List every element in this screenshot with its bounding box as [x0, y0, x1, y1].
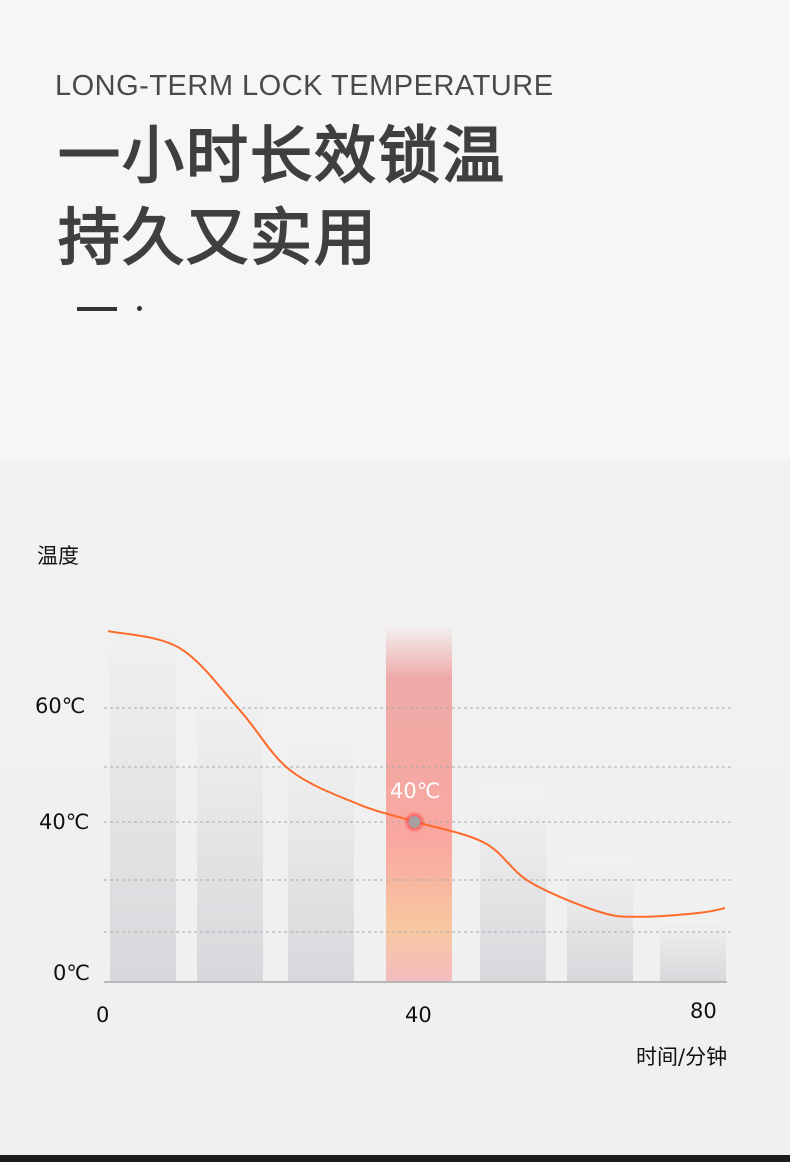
background-bar	[110, 610, 176, 982]
x-tick-0: 0	[96, 1003, 110, 1027]
y-axis-label: 温度	[37, 544, 79, 568]
subtitle: LONG-TERM LOCK TEMPERATURE	[55, 70, 554, 102]
title-line-2: 持久又实用	[58, 201, 379, 274]
y-tick-60: 60℃	[35, 694, 86, 718]
header-section: LONG-TERM LOCK TEMPERATURE 一小时长效锁温 持久又实用	[0, 0, 790, 458]
highlight-point	[408, 816, 421, 828]
highlight-label: 40℃	[390, 779, 441, 803]
decor-dot	[137, 306, 142, 311]
temperature-line	[107, 630, 726, 918]
x-axis-label: 时间/分钟	[636, 1045, 728, 1069]
y-tick-40: 40℃	[39, 810, 90, 834]
highlight-bar	[386, 625, 452, 982]
background-bar	[288, 735, 354, 982]
x-tick-40: 40	[405, 1003, 432, 1027]
title-line-1: 一小时长效锁温	[58, 119, 507, 192]
y-tick-0: 0℃	[53, 961, 90, 985]
x-tick-80: 80	[690, 999, 717, 1023]
decor-dash	[77, 307, 117, 311]
background-bar	[567, 860, 633, 982]
bottom-strip	[0, 1155, 790, 1162]
background-bar	[660, 920, 726, 982]
